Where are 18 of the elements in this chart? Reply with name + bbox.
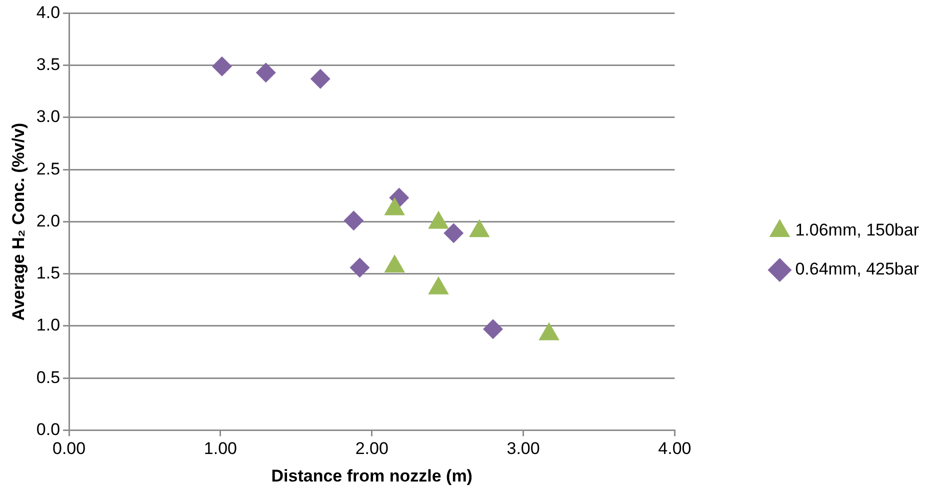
y-tick-label: 4.0 bbox=[36, 2, 60, 22]
x-tick-label: 4.00 bbox=[658, 439, 692, 458]
legend-label: 1.06mm, 150bar bbox=[795, 220, 920, 240]
y-tick-label: 0.0 bbox=[36, 420, 60, 439]
x-tick-label: 2.00 bbox=[355, 439, 388, 458]
x-tick-label: 3.00 bbox=[506, 439, 540, 458]
x-tick-label: 1.00 bbox=[204, 439, 237, 458]
legend-label: 0.64mm, 425bar bbox=[795, 260, 920, 279]
y-tick-label: 1.5 bbox=[36, 264, 60, 283]
x-tick-label: 0.00 bbox=[52, 439, 86, 458]
y-tick-label: 0.5 bbox=[36, 368, 60, 387]
x-axis-title: Distance from nozzle (m) bbox=[271, 466, 472, 486]
y-tick-label: 2.0 bbox=[36, 211, 60, 230]
y-tick-label: 3.0 bbox=[36, 107, 60, 126]
y-tick-label: 2.5 bbox=[36, 159, 60, 178]
y-axis-title: Average H₂ Conc. (%v/v) bbox=[8, 122, 28, 321]
y-tick-label: 1.0 bbox=[36, 316, 60, 335]
y-tick-label: 3.5 bbox=[36, 55, 60, 74]
